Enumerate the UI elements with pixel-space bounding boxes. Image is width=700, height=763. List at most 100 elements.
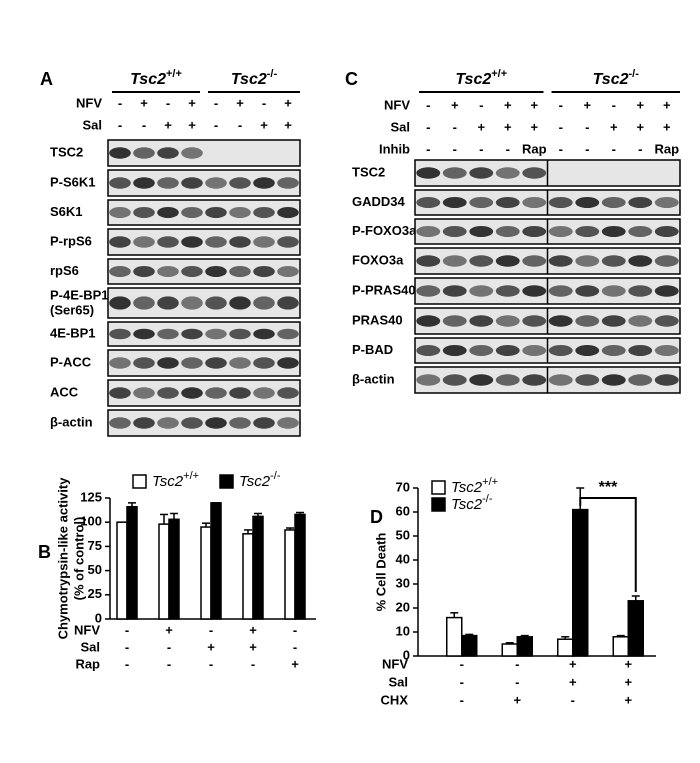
blot-band bbox=[654, 255, 679, 267]
blot-band bbox=[109, 328, 131, 340]
blot-band bbox=[522, 315, 547, 327]
blot-band bbox=[628, 226, 653, 237]
legend-swatch bbox=[431, 480, 446, 495]
condition-sign: + bbox=[636, 97, 644, 112]
blot-band bbox=[416, 315, 441, 327]
condition-label: NFV bbox=[74, 622, 100, 637]
condition-label: Sal bbox=[390, 119, 410, 134]
blot-label: P-PRAS40 bbox=[352, 282, 416, 297]
bar bbox=[252, 515, 264, 620]
blot-label: GADD34 bbox=[352, 194, 406, 209]
blot-band bbox=[548, 285, 573, 297]
blot-band bbox=[654, 345, 679, 356]
condition-sign: + bbox=[624, 674, 632, 689]
blot-band bbox=[442, 374, 467, 386]
blot-band bbox=[181, 207, 203, 218]
blot-band bbox=[181, 266, 203, 277]
y-tick-label: 75 bbox=[88, 538, 102, 553]
legend-label: Tsc2+/+ bbox=[152, 470, 199, 490]
blot-band bbox=[253, 417, 275, 429]
condition-sign: - bbox=[559, 97, 563, 112]
bar bbox=[116, 521, 128, 620]
blot-band bbox=[442, 197, 467, 208]
condition-sign: + bbox=[663, 119, 671, 134]
blot-band bbox=[133, 387, 155, 399]
y-axis-label: Chymotrypsin-like activity bbox=[55, 477, 70, 640]
condition-sign: + bbox=[569, 656, 577, 671]
blot-band bbox=[229, 296, 251, 310]
blot-label: PRAS40 bbox=[352, 312, 403, 327]
bar bbox=[242, 533, 254, 620]
blot-band bbox=[575, 197, 600, 208]
blot-band bbox=[522, 197, 547, 208]
blot-band bbox=[575, 226, 600, 237]
blot-band bbox=[416, 197, 441, 208]
blot-band bbox=[416, 226, 441, 237]
condition-sign: - bbox=[142, 117, 146, 132]
blot-band bbox=[253, 266, 275, 277]
blot-band bbox=[416, 345, 441, 356]
blot-band bbox=[495, 315, 520, 327]
blot-band bbox=[469, 167, 494, 179]
blot-band bbox=[548, 374, 573, 386]
group-header: Tsc2-/- bbox=[593, 68, 640, 88]
blot-label: β-actin bbox=[352, 371, 395, 386]
blot-band bbox=[416, 167, 441, 179]
superscript: -/- bbox=[267, 68, 278, 80]
superscript: +/+ bbox=[482, 476, 498, 488]
condition-sign: - bbox=[125, 622, 129, 637]
blot-band bbox=[109, 177, 131, 189]
condition-label: CHX bbox=[381, 692, 409, 707]
blot-band bbox=[277, 387, 299, 399]
blot-band bbox=[522, 226, 547, 237]
blot-band bbox=[469, 285, 494, 297]
condition-sign: - bbox=[251, 656, 255, 671]
blot-band bbox=[253, 207, 275, 218]
condition-sign: - bbox=[585, 119, 589, 134]
blot-band bbox=[109, 417, 131, 429]
condition-sign: Rap bbox=[522, 141, 547, 156]
blot-label: ACC bbox=[50, 384, 79, 399]
blot-band bbox=[181, 177, 203, 189]
bar bbox=[557, 638, 574, 657]
name: Tsc2 bbox=[455, 71, 491, 88]
condition-sign: + bbox=[636, 119, 644, 134]
superscript: +/+ bbox=[491, 68, 507, 80]
blot-band bbox=[277, 296, 299, 310]
blot-band bbox=[628, 285, 653, 297]
blot-band bbox=[548, 345, 573, 356]
blot-band bbox=[157, 417, 179, 429]
panel-label: B bbox=[38, 542, 51, 562]
blot-band bbox=[157, 177, 179, 189]
condition-sign: + bbox=[291, 656, 299, 671]
condition-sign: - bbox=[125, 639, 129, 654]
y-tick-label: 30 bbox=[396, 575, 410, 590]
condition-sign: - bbox=[506, 141, 510, 156]
blot-band bbox=[495, 345, 520, 356]
condition-label: Inhib bbox=[379, 141, 410, 156]
condition-sign: + bbox=[583, 97, 591, 112]
blot-band bbox=[181, 387, 203, 399]
condition-sign: - bbox=[460, 656, 464, 671]
legend-swatch bbox=[132, 474, 147, 489]
blot-band bbox=[495, 285, 520, 297]
condition-sign: - bbox=[167, 639, 171, 654]
blot-label: S6K1 bbox=[50, 204, 83, 219]
blot-band bbox=[157, 266, 179, 277]
blot-band bbox=[133, 417, 155, 429]
blot-band bbox=[628, 345, 653, 356]
blot-band bbox=[253, 236, 275, 248]
blot-band bbox=[253, 177, 275, 189]
blot-band bbox=[522, 285, 547, 297]
y-tick-label: 10 bbox=[396, 623, 410, 638]
condition-sign: - bbox=[559, 119, 563, 134]
bar bbox=[126, 505, 138, 620]
condition-label: Sal bbox=[82, 117, 102, 132]
blot-band bbox=[253, 357, 275, 369]
blot-label: P-FOXO3a bbox=[352, 223, 417, 238]
blot-band bbox=[522, 167, 547, 179]
blot-band bbox=[205, 328, 227, 340]
y-tick-label: 20 bbox=[396, 599, 410, 614]
blot-band bbox=[205, 266, 227, 277]
group-header: Tsc2+/+ bbox=[130, 68, 182, 88]
